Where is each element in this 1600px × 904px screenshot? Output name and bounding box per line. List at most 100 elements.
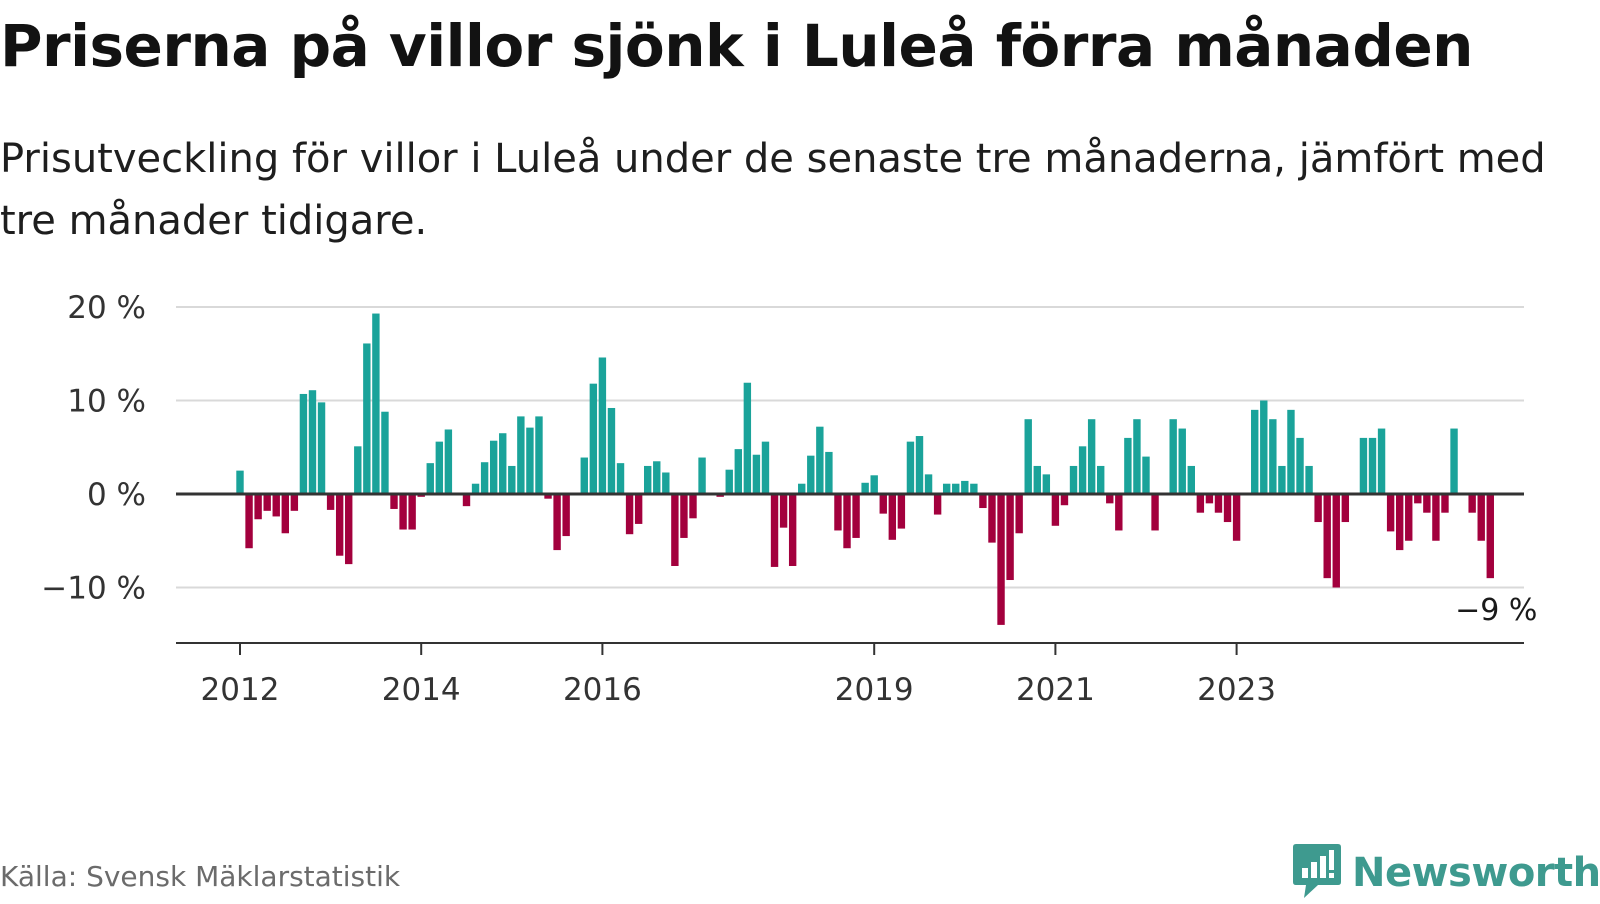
y-tick-label: −10 % xyxy=(41,571,146,607)
bar xyxy=(399,494,407,530)
bar xyxy=(1278,465,1286,494)
bar xyxy=(589,383,598,494)
bar xyxy=(1187,465,1195,494)
bar xyxy=(1260,400,1268,494)
bar xyxy=(535,416,543,494)
bar xyxy=(326,494,335,510)
y-tick-label: 20 % xyxy=(67,290,146,326)
bar xyxy=(1124,437,1132,494)
bar xyxy=(580,457,588,494)
bar xyxy=(290,494,299,511)
bar xyxy=(462,494,471,507)
x-axis-ticks: 2012 2014 2016 2019 2021 2023 xyxy=(201,643,1276,708)
bar xyxy=(390,494,398,509)
bar xyxy=(1151,494,1159,531)
bar xyxy=(272,494,280,517)
bar xyxy=(725,469,733,494)
bar xyxy=(933,494,942,515)
brand-name: Newsworthy xyxy=(1352,850,1600,896)
bar xyxy=(924,474,933,494)
bars xyxy=(236,313,1494,625)
bar xyxy=(363,343,371,494)
bar xyxy=(1069,465,1078,494)
y-tick-label: 0 % xyxy=(87,477,146,513)
bar xyxy=(644,465,652,494)
bar xyxy=(508,465,516,494)
bar xyxy=(335,494,344,556)
bar xyxy=(915,436,924,494)
bar xyxy=(752,454,761,494)
bar xyxy=(1414,494,1422,504)
bar xyxy=(553,494,561,551)
bar xyxy=(634,494,643,524)
bar xyxy=(1359,437,1368,494)
bar xyxy=(480,462,489,494)
bar xyxy=(444,429,453,494)
bar xyxy=(961,480,969,494)
bar xyxy=(879,494,887,514)
last-value-label: −9 % xyxy=(1455,593,1537,628)
bar xyxy=(1314,494,1322,523)
bar xyxy=(308,390,317,494)
bar xyxy=(1441,494,1449,513)
bar xyxy=(942,483,951,494)
bar xyxy=(372,313,380,494)
bar xyxy=(435,441,444,494)
bar xyxy=(1178,428,1186,494)
bar xyxy=(653,461,661,494)
bar xyxy=(743,382,752,494)
bar xyxy=(861,482,869,494)
bar xyxy=(354,446,362,494)
bar xyxy=(1196,494,1205,513)
bar xyxy=(616,463,625,494)
bar xyxy=(1223,494,1232,523)
bar xyxy=(979,494,987,509)
y-axis-ticks: 20 % 10 % 0 % −10 % xyxy=(41,290,146,607)
bar xyxy=(906,441,915,494)
bar xyxy=(1395,494,1404,551)
bar xyxy=(816,426,824,494)
bar xyxy=(1214,494,1223,513)
bar xyxy=(1323,494,1331,579)
bar xyxy=(517,416,525,494)
y-tick-label: 10 % xyxy=(67,384,146,420)
bar xyxy=(254,494,262,520)
bar xyxy=(807,455,815,494)
bar xyxy=(1087,419,1096,494)
bar xyxy=(408,494,416,530)
bar xyxy=(1296,437,1304,494)
bar xyxy=(798,483,806,494)
bar xyxy=(1251,409,1259,494)
bar xyxy=(1205,494,1214,504)
bar xyxy=(779,494,788,528)
bar xyxy=(1133,419,1141,494)
bar xyxy=(1015,494,1023,534)
bar xyxy=(734,449,742,494)
bar xyxy=(1377,428,1386,494)
bar xyxy=(843,494,851,549)
bar xyxy=(499,433,507,494)
newsworthy-logo-icon xyxy=(1292,842,1342,904)
bar xyxy=(870,475,878,494)
bar xyxy=(317,402,326,494)
bar xyxy=(1368,437,1377,494)
bar xyxy=(680,494,688,538)
bar xyxy=(1051,494,1060,526)
bar xyxy=(489,440,498,494)
bar xyxy=(662,472,670,494)
bar xyxy=(1024,419,1032,494)
bar xyxy=(1468,494,1476,513)
bar xyxy=(526,427,534,494)
bar xyxy=(1106,494,1114,504)
bar xyxy=(281,494,289,534)
bar xyxy=(897,494,906,529)
bar xyxy=(426,463,434,494)
bar xyxy=(689,494,697,519)
bar xyxy=(1169,419,1177,494)
x-tick-label: 2014 xyxy=(382,672,461,708)
bar xyxy=(698,457,706,494)
bar-chart: 20 % 10 % 0 % −10 % 2012 2014 2016 2019 2021 202… xyxy=(41,290,1537,708)
bar xyxy=(1305,465,1313,494)
bar xyxy=(1423,494,1431,513)
x-tick-label: 2016 xyxy=(563,672,642,708)
